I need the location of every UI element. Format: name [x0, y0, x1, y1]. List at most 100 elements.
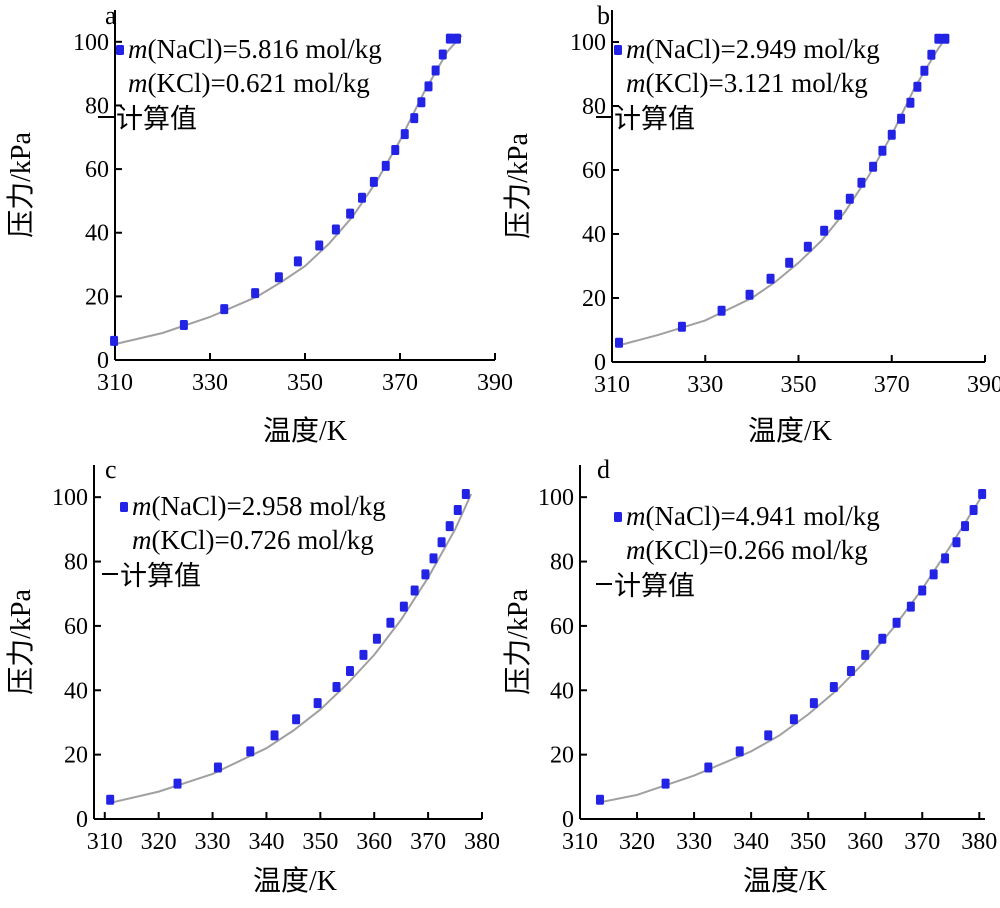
y-tick-label: 0: [97, 348, 109, 374]
x-tick-label: 380: [961, 829, 997, 855]
data-point: [179, 320, 188, 330]
data-point: [438, 49, 447, 60]
data-point: [745, 289, 754, 300]
data-point: [359, 649, 368, 660]
data-point: [878, 633, 887, 644]
x-tick-label: 310: [87, 829, 123, 855]
y-axis-title: 压力/kPa: [502, 589, 534, 695]
data-point: [431, 65, 440, 76]
data-point: [978, 488, 987, 499]
data-point: [846, 665, 855, 676]
data-point: [417, 97, 426, 108]
data-point: [274, 272, 283, 283]
y-tick-label: 100: [52, 485, 88, 511]
x-axis-title: 温度/K: [263, 415, 347, 447]
data-point: [941, 33, 950, 44]
data-point: [961, 521, 970, 532]
data-point: [220, 304, 229, 315]
legend-label-kcl: m(KCl)=0.621 mol/kg: [128, 68, 370, 98]
data-point: [313, 698, 322, 709]
data-point: [173, 778, 182, 789]
y-tick-label: 80: [550, 550, 574, 576]
y-tick-label: 60: [85, 157, 109, 183]
x-tick-label: 360: [356, 829, 392, 855]
legend-label-calc: 计算值: [614, 571, 695, 601]
data-point: [969, 505, 978, 516]
x-axis-title: 温度/K: [748, 415, 832, 447]
y-tick-label: 60: [582, 158, 606, 184]
x-tick-label: 310: [594, 372, 630, 398]
y-tick-label: 20: [85, 284, 109, 310]
x-tick-label: 320: [619, 829, 655, 855]
calc-value-line: [109, 493, 473, 804]
legend-label-nacl: m(NaCl)=2.949 mol/kg: [626, 34, 880, 64]
data-point: [332, 682, 341, 693]
data-point: [410, 113, 419, 124]
x-tick-label: 330: [192, 370, 228, 396]
data-point: [437, 537, 446, 548]
data-point: [661, 778, 670, 789]
data-point: [789, 714, 798, 725]
x-tick-label: 330: [195, 829, 231, 855]
data-point: [445, 521, 454, 532]
data-point: [386, 617, 395, 628]
data-point: [717, 305, 726, 316]
x-tick-label: 340: [733, 829, 769, 855]
data-point: [424, 81, 433, 92]
legend-marker: [614, 512, 622, 522]
y-tick-label: 80: [85, 93, 109, 119]
x-tick-label: 310: [97, 370, 133, 396]
data-point: [845, 193, 854, 204]
panel-label: a: [105, 1, 117, 30]
data-point: [887, 129, 896, 140]
data-point: [677, 321, 686, 332]
data-point: [820, 225, 829, 236]
y-tick-label: 80: [64, 550, 88, 576]
data-point: [292, 714, 301, 725]
y-tick-label: 20: [582, 286, 606, 312]
y-tick-label: 60: [550, 614, 574, 640]
panel-label: d: [597, 455, 610, 484]
data-point: [315, 240, 324, 251]
y-tick-label: 20: [550, 743, 574, 769]
x-tick-label: 320: [141, 829, 177, 855]
data-point: [913, 81, 922, 92]
legend-label-kcl: m(KCl)=0.266 mol/kg: [626, 535, 868, 565]
data-point: [735, 746, 744, 757]
y-tick-label: 100: [73, 30, 109, 56]
data-point: [293, 256, 302, 267]
data-point: [381, 160, 390, 171]
panel-b: 0 20 40 60 80 100 310 330 350 370 390 压力/kPa 温度/K b m(…: [502, 1, 1000, 447]
x-tick-label: 390: [967, 372, 1000, 398]
data-point: [834, 209, 843, 220]
data-point: [110, 335, 119, 346]
legend-label-kcl: m(KCl)=3.121 mol/kg: [626, 68, 868, 98]
x-tick-label: 350: [781, 372, 817, 398]
legend-label-nacl: m(NaCl)=5.816 mol/kg: [128, 34, 382, 64]
x-tick-label: 310: [562, 829, 598, 855]
x-tick-label: 350: [287, 370, 323, 396]
x-tick-label: 370: [874, 372, 910, 398]
data-point: [614, 337, 623, 348]
data-point: [399, 601, 408, 612]
legend-label-calc: 计算值: [614, 104, 695, 134]
data-point: [461, 488, 470, 499]
x-tick-label: 340: [248, 829, 284, 855]
x-axis-title: 温度/K: [743, 865, 827, 897]
data-point: [906, 97, 915, 108]
data-point: [251, 288, 260, 299]
data-point: [704, 762, 713, 773]
data-point: [346, 208, 355, 219]
x-tick-label: 380: [464, 829, 500, 855]
data-point: [941, 553, 950, 564]
data-point: [429, 553, 438, 564]
x-tick-label: 370: [410, 829, 446, 855]
x-axis-title: 温度/K: [253, 865, 337, 897]
legend-label-calc: 计算值: [120, 561, 201, 591]
data-point: [106, 794, 115, 805]
y-axis-title: 压力/kPa: [5, 589, 37, 695]
data-point: [934, 33, 943, 44]
y-tick-label: 40: [64, 678, 88, 704]
y-tick-label: 40: [85, 221, 109, 247]
